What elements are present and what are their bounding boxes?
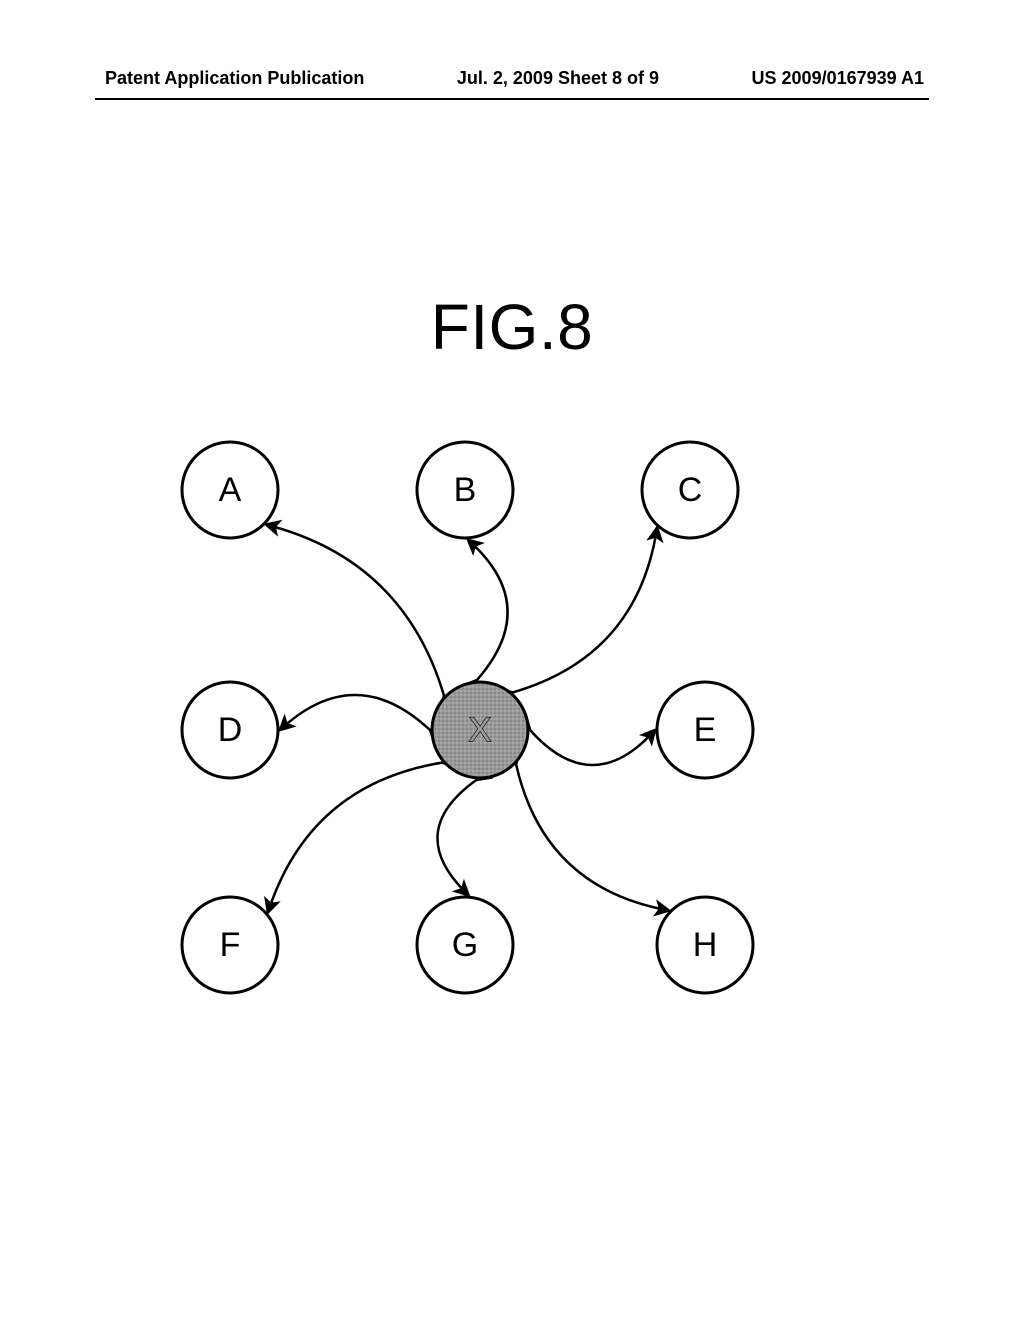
edge-X-C: [513, 528, 657, 693]
node-F: F: [182, 897, 278, 993]
diagram-svg: A B C D E F G H X: [130, 400, 830, 1020]
header-row: Patent Application Publication Jul. 2, 2…: [0, 68, 1024, 89]
node-X: X: [432, 682, 528, 778]
node-label-B: B: [454, 471, 477, 509]
node-label-X: X: [469, 711, 492, 749]
page: Patent Application Publication Jul. 2, 2…: [0, 0, 1024, 1320]
node-G: G: [417, 897, 513, 993]
edge-X-G: [437, 780, 476, 895]
page-header: Patent Application Publication Jul. 2, 2…: [0, 68, 1024, 89]
node-label-G: G: [452, 926, 478, 964]
header-center: Jul. 2, 2009 Sheet 8 of 9: [457, 68, 659, 89]
header-rule: [95, 98, 929, 100]
edge-X-H: [516, 765, 669, 911]
node-A: A: [182, 442, 278, 538]
node-E: E: [657, 682, 753, 778]
figure-title: FIG.8: [0, 290, 1024, 364]
node-label-H: H: [693, 926, 718, 964]
edge-X-F: [268, 763, 442, 913]
node-D: D: [182, 682, 278, 778]
node-label-C: C: [678, 471, 703, 509]
node-label-F: F: [220, 926, 241, 964]
edge-X-E: [530, 730, 655, 765]
network-diagram: A B C D E F G H X: [130, 400, 830, 1020]
node-label-E: E: [694, 711, 717, 749]
edge-X-B: [468, 540, 507, 680]
header-right: US 2009/0167939 A1: [752, 68, 924, 89]
header-left: Patent Application Publication: [105, 68, 364, 89]
node-H: H: [657, 897, 753, 993]
node-label-A: A: [219, 471, 242, 509]
node-C: C: [642, 442, 738, 538]
node-label-D: D: [218, 711, 243, 749]
edge-X-A: [266, 525, 444, 696]
node-B: B: [417, 442, 513, 538]
edge-X-D: [280, 695, 430, 730]
